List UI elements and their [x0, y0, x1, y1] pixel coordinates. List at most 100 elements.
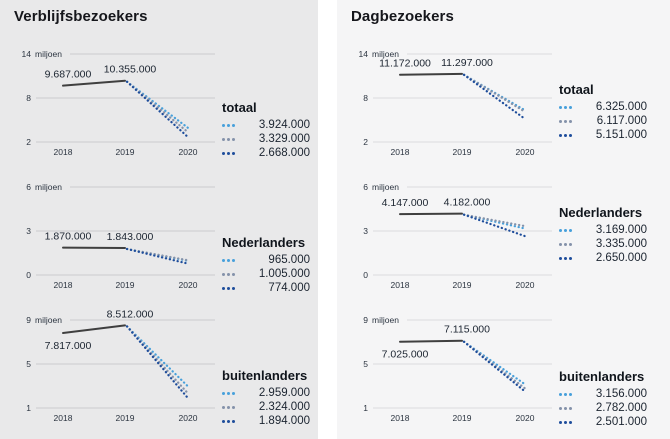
dot-icon	[222, 258, 225, 262]
y-tick-label: 8	[26, 93, 31, 103]
actual-value-label: 11.172.000	[379, 58, 431, 70]
legend-value: 2.668.000	[258, 147, 310, 159]
dot-icon	[222, 123, 225, 127]
actual-value-label: 10.355.000	[104, 64, 157, 76]
x-tick-label: 2020	[516, 413, 535, 423]
panel-title-dagbezoekers: Dagbezoekers	[351, 8, 454, 25]
x-tick-label: 2020	[179, 280, 198, 290]
actual-line	[62, 79, 126, 87]
y-axis-unit-label: miljoen	[35, 182, 62, 192]
legend-item: 3.156.000	[559, 387, 647, 401]
legend-title: totaal	[222, 100, 257, 115]
actual-value-label: 7.817.000	[45, 340, 92, 352]
y-tick-label: 6	[363, 182, 368, 192]
legend-item: 5.151.000	[559, 128, 647, 142]
chart-buitenlanders: 9 miljoen 5 1 7.025.000 7.115.000 2018 2019 2020…	[337, 306, 670, 439]
x-tick-label: 2019	[116, 280, 135, 290]
dot-icon	[559, 392, 562, 396]
dot-icon	[564, 119, 567, 123]
actual-line	[399, 212, 463, 216]
dot-icon	[227, 123, 230, 127]
legend-item: 3.924.000	[222, 118, 310, 132]
chart-legend-totaal: totaal 3.924.000 3.329.000 2.668.000	[222, 100, 310, 160]
legend-item: 2.959.000	[222, 386, 310, 400]
dot-icon	[232, 419, 235, 423]
x-tick-label: 2020	[179, 147, 198, 157]
dot-icon	[564, 420, 567, 424]
scenario-dotted-line	[462, 213, 527, 238]
legend-title: Nederlanders	[222, 235, 306, 250]
dot-icon	[232, 286, 235, 290]
dot-icon	[564, 133, 567, 137]
actual-value-label: 4.147.000	[382, 197, 429, 209]
scenario-dots-icon	[559, 420, 572, 424]
actual-value-label: 1.870.000	[45, 231, 92, 243]
scenario-dots-icon	[222, 272, 235, 276]
dot-icon	[227, 151, 230, 155]
scenario-dotted-line	[125, 80, 190, 139]
dot-icon	[227, 286, 230, 290]
dot-icon	[559, 119, 562, 123]
legend-item: 3.169.000	[559, 223, 647, 237]
dot-icon	[227, 391, 230, 395]
chart-canvas-Nederlanders: 6 miljoen 3 0 1.870.000 1.843.000 2018 2019 2020	[26, 182, 215, 290]
scenario-dots-icon	[559, 105, 572, 109]
legend-value: 2.650.000	[595, 252, 647, 264]
scenario-dots-icon	[559, 242, 572, 246]
legend-item: 2.650.000	[559, 251, 647, 265]
dot-icon	[232, 137, 235, 141]
panel-verblijfsbezoekers: Verblijfsbezoekers 14 miljoen 8 2 9.687.000 1…	[0, 0, 318, 439]
legend-value: 3.169.000	[595, 224, 647, 236]
panel-dagbezoekers: Dagbezoekers 14 miljoen 8 2 11.172.000 11.297…	[337, 0, 670, 439]
dot-icon	[569, 105, 572, 109]
actual-value-label: 7.025.000	[382, 349, 429, 361]
scenario-dots-icon	[222, 286, 235, 290]
dot-icon	[222, 419, 225, 423]
dot-icon	[232, 123, 235, 127]
actual-line	[399, 72, 463, 76]
legend-value: 2.501.000	[595, 416, 647, 428]
chart-canvas-totaal: 14 miljoen 8 2 11.172.000 11.297.000 2018 2019 2…	[359, 49, 552, 157]
dot-icon	[564, 228, 567, 232]
scenario-dots-icon	[222, 258, 235, 262]
x-tick-label: 2018	[391, 280, 410, 290]
legend-value: 3.924.000	[258, 119, 310, 131]
dot-icon	[222, 405, 225, 409]
legend-value: 5.151.000	[595, 129, 647, 141]
actual-value-label: 7.115.000	[444, 324, 490, 336]
scenario-dotted-line	[462, 340, 527, 393]
scenario-dots-icon	[559, 392, 572, 396]
actual-line	[399, 339, 463, 343]
y-tick-label: 14	[22, 49, 32, 59]
dot-icon	[227, 272, 230, 276]
chart-legend-Nederlanders: Nederlanders 965.000 1.005.000 774.000	[222, 235, 310, 295]
legend-item: 2.324.000	[222, 400, 310, 414]
x-tick-label: 2020	[179, 413, 198, 423]
dot-icon	[569, 392, 572, 396]
x-tick-label: 2018	[54, 280, 73, 290]
scenario-dots-icon	[559, 133, 572, 137]
y-axis-unit-label: miljoen	[35, 315, 62, 325]
y-tick-label: 2	[363, 137, 368, 147]
chart-canvas-totaal: 14 miljoen 8 2 9.687.000 10.355.000 2018 2019 20…	[22, 49, 215, 157]
scenario-dotted-line	[125, 325, 190, 400]
chart-legend-totaal: totaal 6.325.000 6.117.000 5.151.000	[559, 82, 647, 142]
dot-icon	[222, 272, 225, 276]
panel-title-verblijfsbezoekers: Verblijfsbezoekers	[14, 8, 148, 25]
scenario-dotted-line	[125, 80, 190, 134]
x-tick-label: 2018	[54, 147, 73, 157]
scenario-dots-icon	[559, 406, 572, 410]
dot-icon	[559, 406, 562, 410]
legend-title: buitenlanders	[222, 368, 308, 383]
dot-icon	[559, 242, 562, 246]
actual-value-label: 1.843.000	[107, 231, 154, 243]
scenario-dots-icon	[559, 119, 572, 123]
dot-icon	[564, 406, 567, 410]
x-tick-label: 2019	[116, 147, 135, 157]
chart-totaal: 14 miljoen 8 2 9.687.000 10.355.000 2018 2019 20…	[0, 40, 318, 173]
actual-value-label: 8.512.000	[107, 308, 154, 320]
legend-title: Nederlanders	[559, 205, 643, 220]
dot-icon	[559, 256, 562, 260]
dot-icon	[232, 405, 235, 409]
